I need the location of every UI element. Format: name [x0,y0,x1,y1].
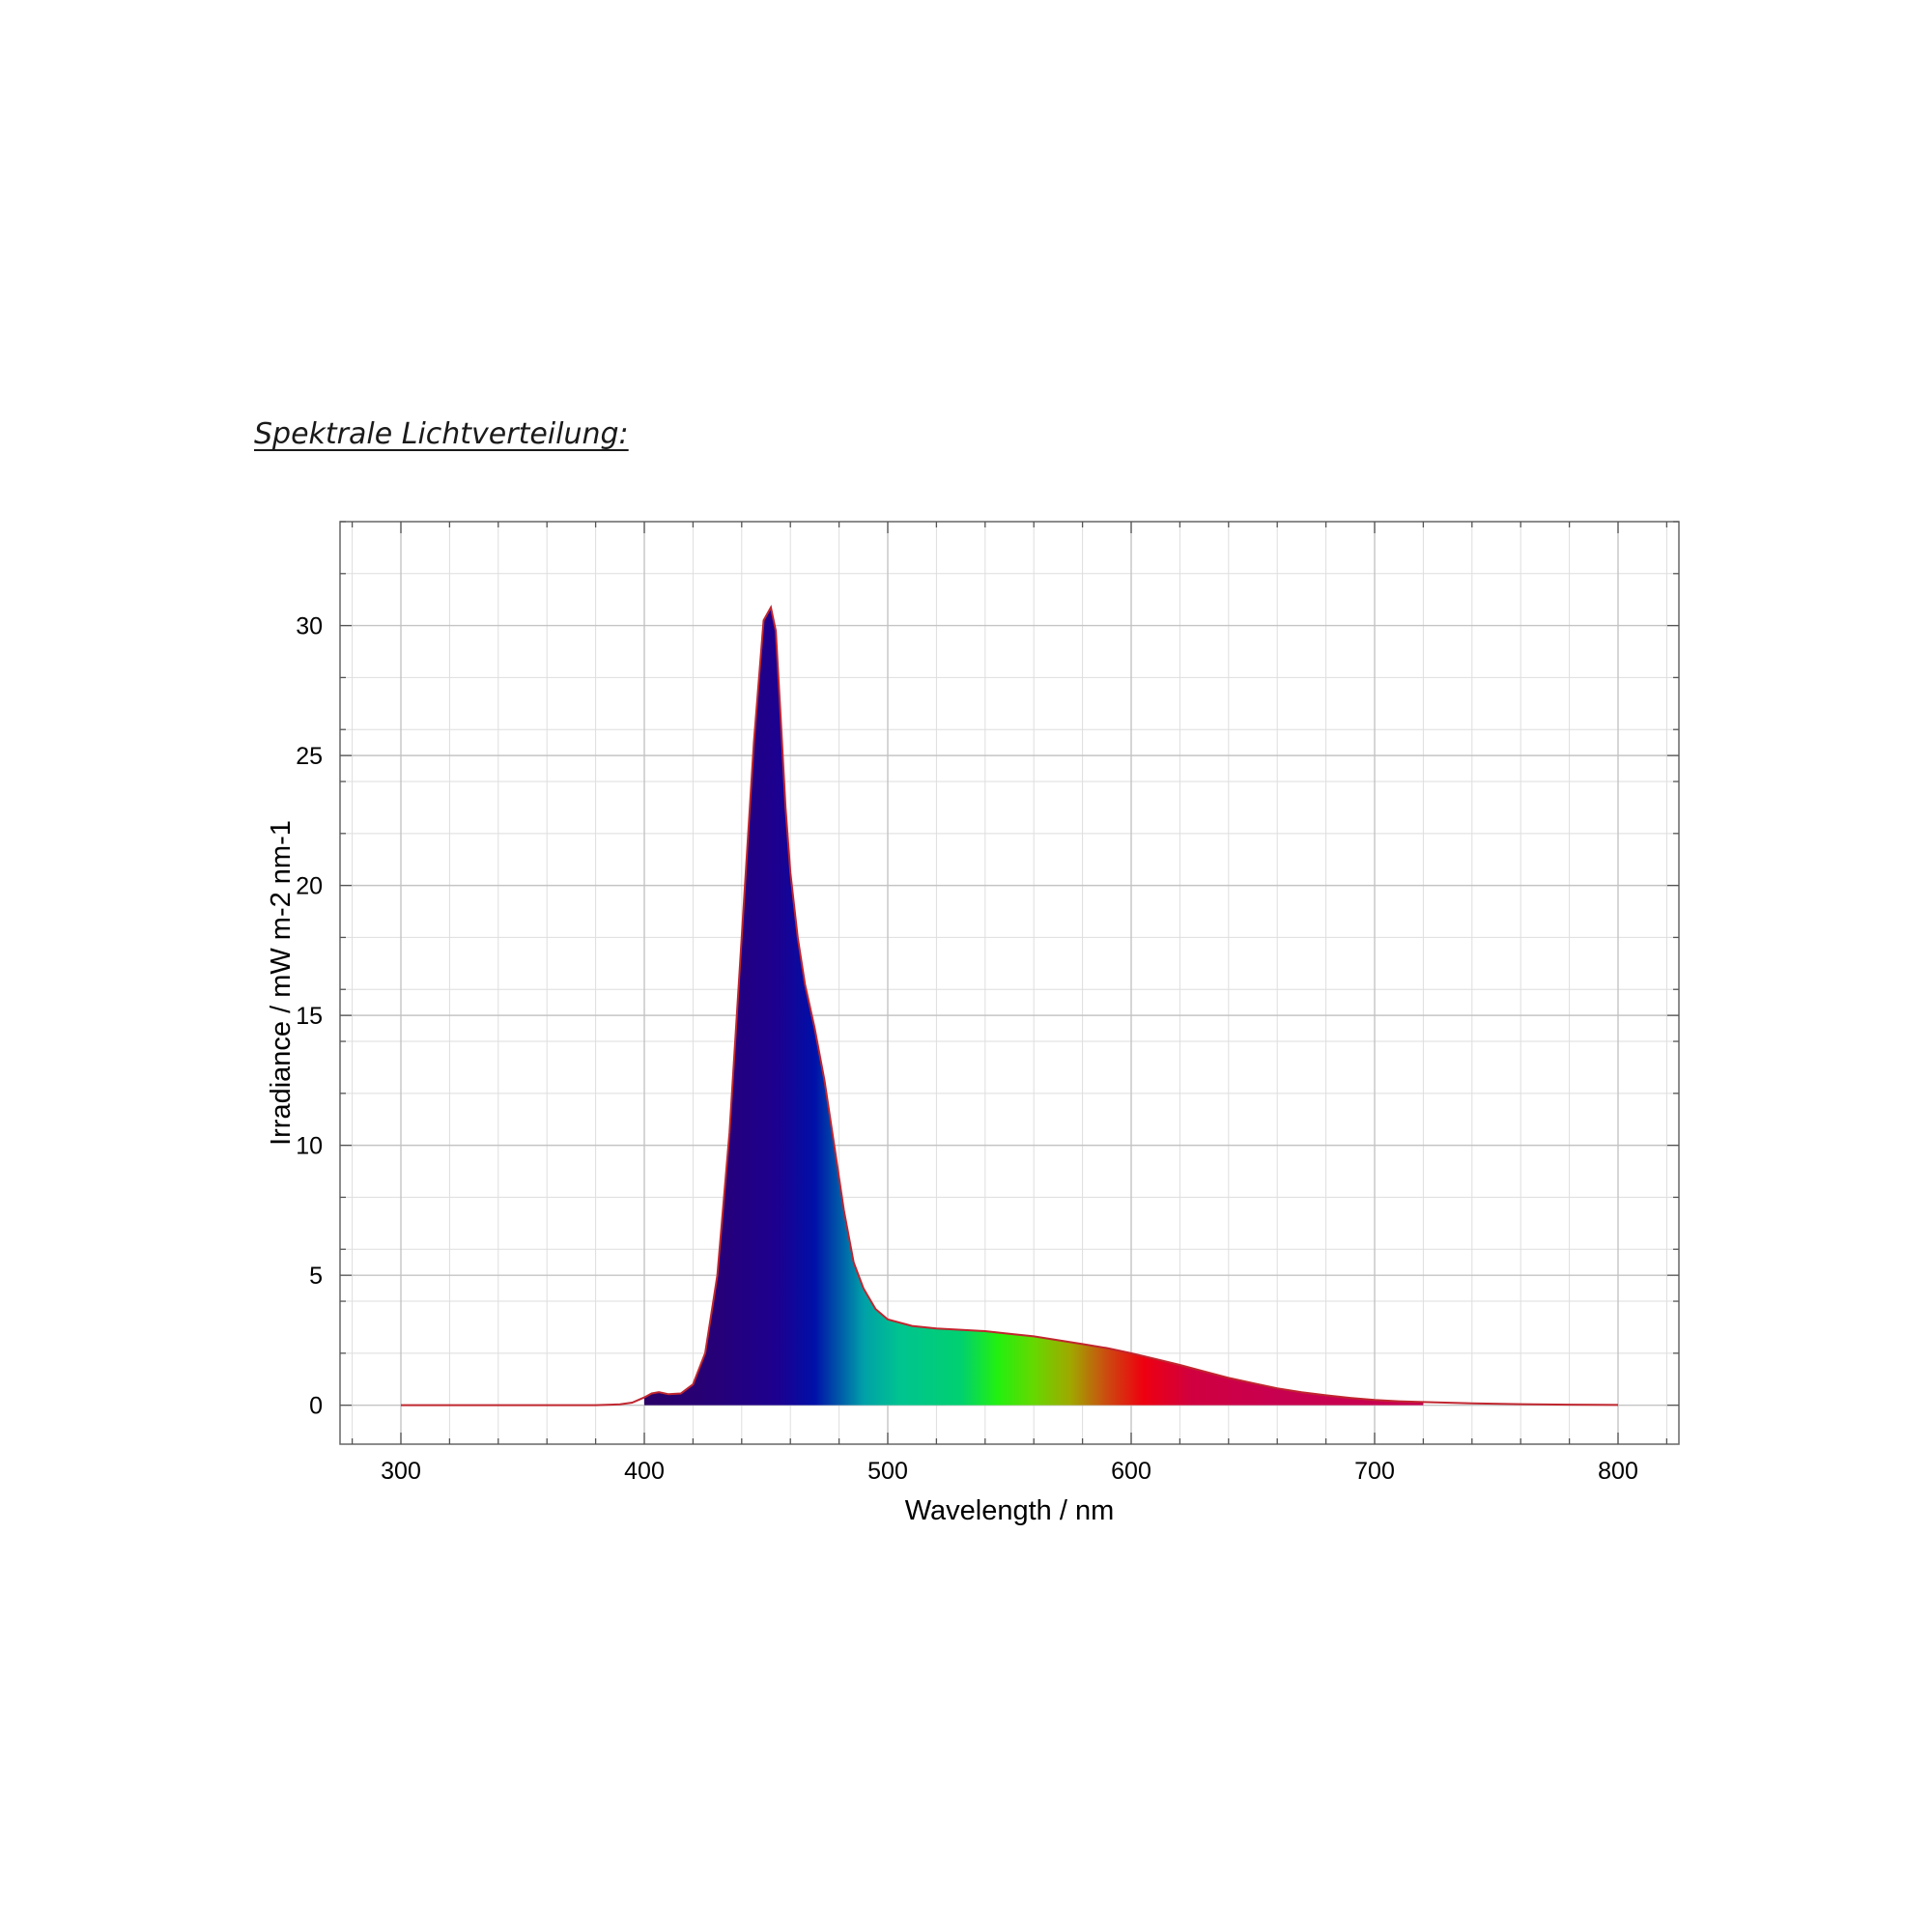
x-tick-label: 600 [1111,1458,1151,1485]
y-tick-label: 0 [309,1393,323,1420]
x-tick-labels: 300 400 500 600 700 800 [381,1458,1638,1485]
x-tick-label: 700 [1354,1458,1395,1485]
y-axis-label: Irradiance / mW m-2 nm-1 [266,820,297,1146]
x-tick-label: 400 [624,1458,665,1485]
y-tick-label: 20 [296,873,323,900]
spectrum-curve-line [401,604,1619,1406]
x-tick-label: 800 [1598,1458,1638,1485]
major-grid [340,522,1679,1444]
page-heading: Spektrale Lichtverteilung: [254,417,629,451]
spectrum-area-fill [644,607,1424,1406]
y-tick-label: 30 [296,613,323,640]
y-tick-label: 5 [309,1263,323,1290]
minor-grid [340,521,1679,1444]
y-tick-label: 15 [296,1003,323,1030]
y-tick-label: 25 [296,743,323,770]
plot-frame [339,521,1680,1445]
x-axis-label: Wavelength / nm [905,1495,1115,1526]
x-tick-label: 300 [381,1458,421,1485]
x-tick-label: 500 [867,1458,908,1485]
y-tick-labels: 0 5 10 15 20 25 30 [296,613,323,1420]
y-tick-label: 10 [296,1133,323,1160]
axis-ticks [340,521,1679,1444]
